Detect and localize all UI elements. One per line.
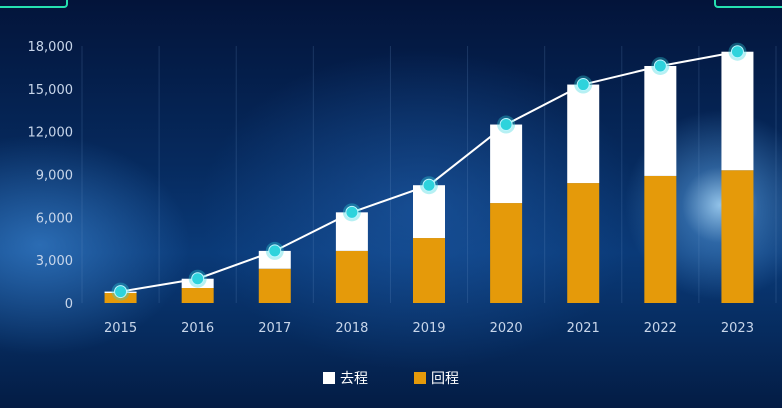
bar-return-2020 [490, 203, 523, 303]
y-tick-label: 6,000 [36, 211, 73, 226]
x-tick-label: 2019 [412, 321, 445, 336]
line-point-2021 [576, 78, 590, 92]
legend-item-return[interactable]: 回程 [414, 368, 459, 388]
y-tick-label: 3,000 [36, 254, 73, 269]
bar-return-2017 [258, 268, 291, 303]
bar-return-2022 [644, 175, 677, 303]
legend-swatch-return [414, 372, 426, 384]
line-point-2020 [499, 118, 513, 132]
x-tick-label: 2017 [258, 321, 291, 336]
bar-return-2021 [567, 183, 600, 303]
corner-decoration-right [714, 0, 782, 8]
legend-label-outbound: 去程 [340, 371, 368, 387]
line-point-2023 [730, 45, 744, 59]
x-tick-label: 2015 [104, 321, 137, 336]
bar-outbound-2023 [721, 51, 754, 171]
bar-return-2018 [335, 250, 368, 303]
bar-return-2019 [413, 238, 445, 303]
y-tick-label: 9,000 [36, 169, 73, 184]
line-point-2016 [191, 272, 205, 286]
x-tick-label: 2021 [567, 321, 600, 336]
x-tick-label: 2023 [721, 321, 754, 336]
bar-return-2023 [721, 170, 754, 303]
y-tick-label: 15,000 [28, 83, 74, 98]
bar-return-2016 [181, 288, 214, 303]
bar-outbound-2021 [567, 84, 600, 184]
bar-outbound-2019 [413, 185, 445, 239]
legend-swatch-outbound [323, 372, 335, 384]
bar-outbound-2020 [490, 124, 523, 204]
x-tick-label: 2016 [181, 321, 214, 336]
y-tick-label: 12,000 [28, 126, 74, 141]
corner-decoration-left [0, 0, 68, 8]
line-point-2015 [114, 285, 128, 299]
x-tick-label: 2022 [644, 321, 677, 336]
line-point-2017 [268, 244, 282, 258]
x-tick-label: 2018 [335, 321, 368, 336]
bar-outbound-2017 [258, 250, 291, 269]
legend: 去程 回程 [0, 368, 782, 388]
bar-outbound-2022 [644, 65, 677, 176]
line-point-2022 [653, 59, 667, 73]
x-tick-label: 2020 [490, 321, 523, 336]
line-point-2018 [345, 205, 359, 219]
y-tick-label: 0 [65, 297, 73, 312]
y-tick-label: 18,000 [28, 40, 74, 55]
legend-label-return: 回程 [431, 371, 459, 387]
line-point-2019 [422, 178, 436, 192]
legend-item-outbound[interactable]: 去程 [323, 368, 368, 388]
